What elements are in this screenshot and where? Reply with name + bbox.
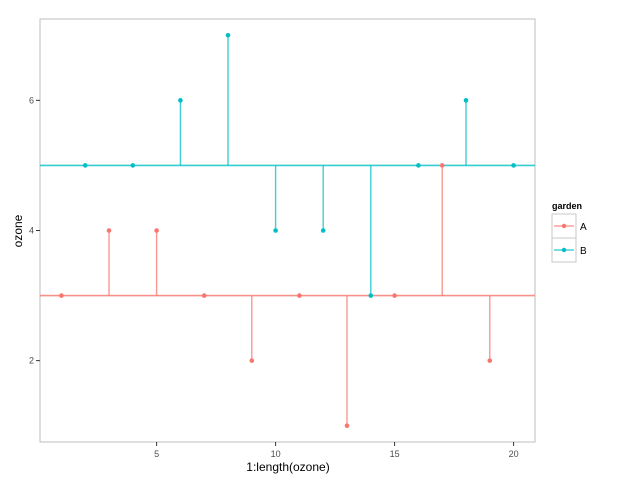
x-tick-label: 15 <box>390 449 400 459</box>
legend-point-icon <box>561 223 567 229</box>
data-point <box>178 98 183 103</box>
data-point <box>225 32 231 38</box>
data-point <box>439 163 445 168</box>
legend-item-a: A <box>551 213 587 239</box>
legend-label: B <box>580 246 587 257</box>
data-point <box>201 293 207 298</box>
data-point <box>130 163 136 168</box>
data-point <box>82 163 88 168</box>
legend-point-icon <box>561 247 567 253</box>
data-point <box>368 293 374 298</box>
legend-item-b: B <box>551 237 587 263</box>
x-axis-title: 1:length(ozone) <box>246 460 329 474</box>
legend-label: A <box>580 222 587 233</box>
x-tick-label: 20 <box>509 449 519 459</box>
data-point <box>344 423 350 429</box>
data-point <box>106 228 112 233</box>
data-point <box>392 293 397 298</box>
data-point <box>154 228 159 233</box>
data-point <box>487 358 493 363</box>
legend-title: garden <box>552 201 582 211</box>
x-tick-label: 5 <box>154 449 159 459</box>
y-tick-label: 4 <box>29 226 34 236</box>
data-point <box>249 358 255 363</box>
legend: garden A B <box>551 201 587 263</box>
x-tick-label: 10 <box>271 449 281 459</box>
data-point <box>416 163 421 168</box>
plot-layer <box>40 32 535 429</box>
data-point <box>511 163 516 168</box>
axes: 5 10 15 20 2 4 6 1:length(ozone) ozone <box>11 95 519 474</box>
data-point <box>463 98 469 103</box>
y-tick-label: 2 <box>29 356 34 366</box>
data-point <box>320 228 326 233</box>
y-tick-label: 6 <box>29 95 34 105</box>
plot-panel <box>39 18 536 443</box>
data-point <box>273 228 278 233</box>
y-axis-title: ozone <box>11 214 25 247</box>
data-point <box>297 293 302 298</box>
data-point <box>59 293 64 298</box>
